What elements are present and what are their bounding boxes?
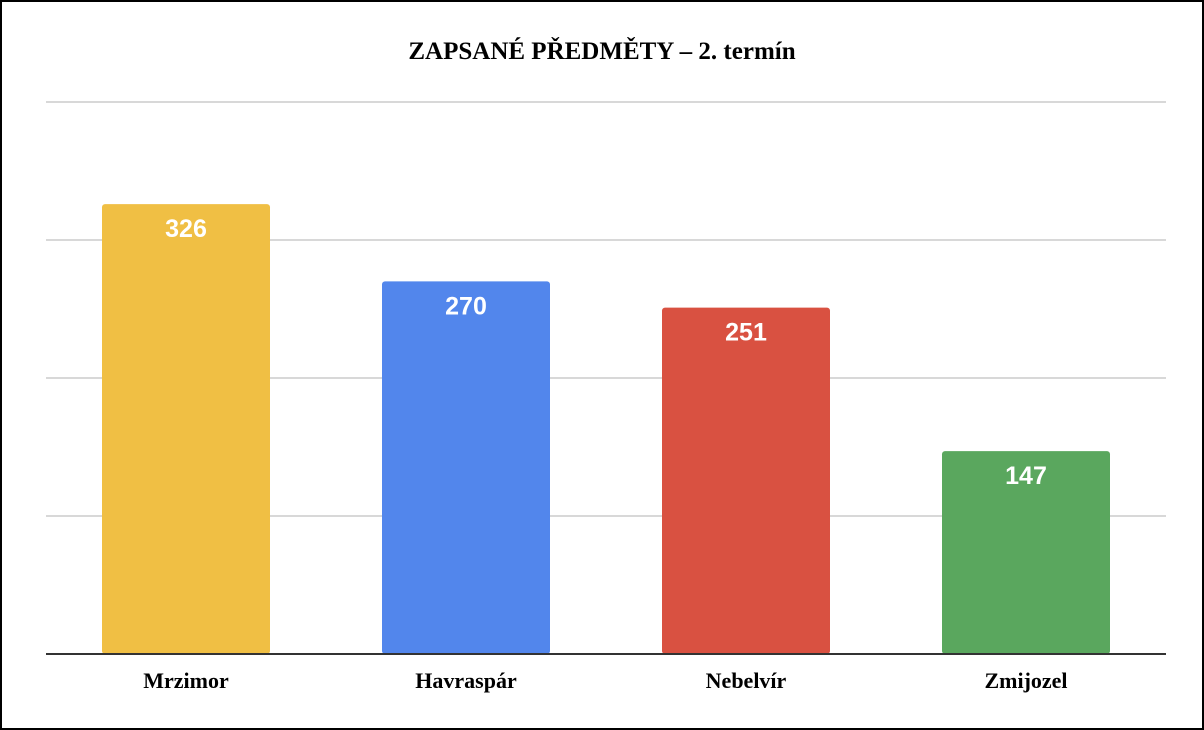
bar-value-label: 251: [725, 319, 767, 347]
bar-zmijozel: [942, 451, 1110, 654]
bar-value-label: 147: [1005, 462, 1047, 490]
bar-value-label: 326: [165, 215, 207, 243]
bar-nebelvír: [662, 307, 830, 654]
bar-havraspár: [382, 281, 550, 654]
chart-title: ZAPSANÉ PŘEDMĚTY – 2. termín: [408, 38, 796, 65]
bar-value-label: 270: [445, 292, 487, 320]
category-label: Mrzimor: [143, 668, 229, 693]
bar-mrzimor: [102, 204, 270, 654]
category-label: Havraspár: [415, 668, 517, 693]
category-labels: Mrzimor Havraspár Nebelvír Zmijozel: [143, 668, 1067, 693]
category-label: Nebelvír: [706, 668, 787, 693]
category-label: Zmijozel: [984, 668, 1067, 693]
bars: 326 270 251 147: [102, 204, 1110, 654]
